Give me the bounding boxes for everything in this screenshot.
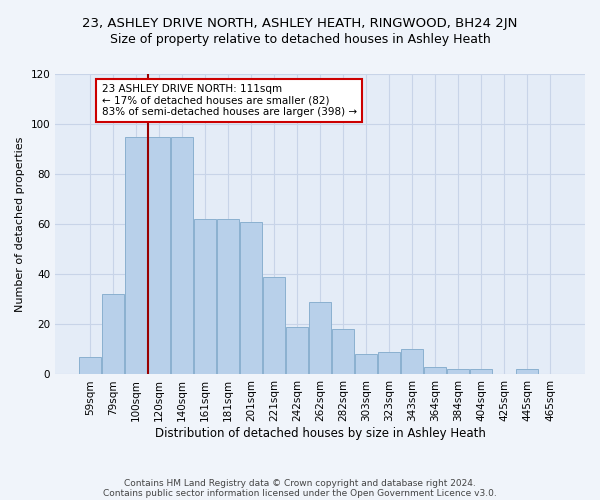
Bar [171, 136, 193, 374]
Bar [309, 302, 331, 374]
Bar [125, 136, 147, 374]
Y-axis label: Number of detached properties: Number of detached properties [15, 136, 25, 312]
Bar [263, 277, 285, 374]
Bar [102, 294, 124, 374]
Text: Contains public sector information licensed under the Open Government Licence v3: Contains public sector information licen… [103, 488, 497, 498]
Bar [424, 367, 446, 374]
Text: Size of property relative to detached houses in Ashley Heath: Size of property relative to detached ho… [110, 32, 490, 46]
Text: 23 ASHLEY DRIVE NORTH: 111sqm
← 17% of detached houses are smaller (82)
83% of s: 23 ASHLEY DRIVE NORTH: 111sqm ← 17% of d… [101, 84, 357, 117]
Bar [148, 136, 170, 374]
Bar [286, 327, 308, 374]
Bar [217, 219, 239, 374]
Bar [447, 370, 469, 374]
Bar [470, 370, 492, 374]
X-axis label: Distribution of detached houses by size in Ashley Heath: Distribution of detached houses by size … [155, 427, 485, 440]
Text: 23, ASHLEY DRIVE NORTH, ASHLEY HEATH, RINGWOOD, BH24 2JN: 23, ASHLEY DRIVE NORTH, ASHLEY HEATH, RI… [82, 18, 518, 30]
Bar [194, 219, 216, 374]
Text: Contains HM Land Registry data © Crown copyright and database right 2024.: Contains HM Land Registry data © Crown c… [124, 478, 476, 488]
Bar [240, 222, 262, 374]
Bar [401, 350, 423, 374]
Bar [79, 357, 101, 374]
Bar [355, 354, 377, 374]
Bar [332, 330, 354, 374]
Bar [378, 352, 400, 374]
Bar [516, 370, 538, 374]
